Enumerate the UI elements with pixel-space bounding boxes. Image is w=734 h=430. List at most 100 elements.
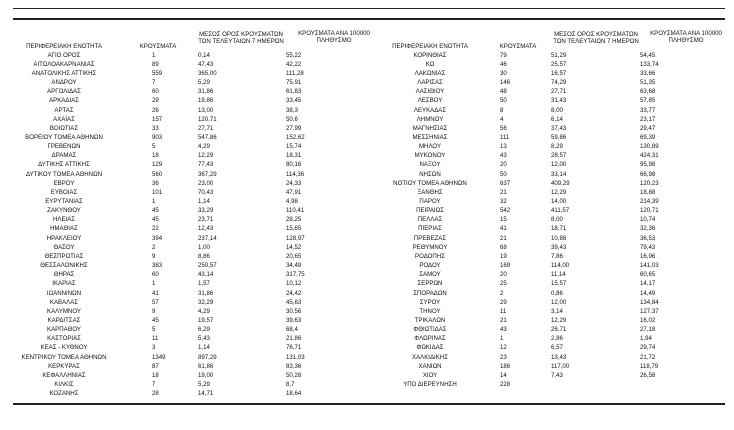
cell-avg7-left: 4,29 bbox=[198, 143, 210, 151]
cell-per100k-right: 27,18 bbox=[640, 326, 656, 334]
cell-avg7-left: 120,71 bbox=[198, 115, 217, 123]
cell-avg7-left: 19,57 bbox=[198, 316, 214, 324]
cell-cases-right: 23 bbox=[500, 353, 507, 361]
cell-cases-left: 57 bbox=[152, 298, 159, 306]
cell-region-right: ΛΑΡΙΣΑΣ bbox=[417, 79, 443, 87]
cell-avg7-left: 5,29 bbox=[198, 79, 210, 87]
cell-avg7-left: 897,29 bbox=[198, 353, 217, 361]
cell-avg7-left: 32,29 bbox=[198, 298, 214, 306]
cell-cases-left: 45 bbox=[152, 216, 159, 224]
top-rule bbox=[13, 8, 725, 9]
cell-cases-left: 2 bbox=[152, 243, 156, 251]
cell-per100k-right: 21,72 bbox=[640, 353, 656, 361]
cell-cases-left: 18 bbox=[152, 371, 159, 379]
cell-per100k-right: 120,23 bbox=[640, 179, 659, 187]
cell-avg7-right: 12,00 bbox=[551, 161, 567, 169]
cell-region-left: ΔΡΑΜΑΣ bbox=[51, 152, 77, 160]
cell-region-left: ΖΑΚΥΝΘΟΥ bbox=[47, 207, 81, 215]
cell-avg7-left: 70,43 bbox=[198, 188, 214, 196]
cell-per100k-right: 26,58 bbox=[640, 371, 656, 379]
cell-region-right: ΜΕΣΣΗΝΙΑΣ bbox=[412, 133, 448, 141]
cell-per100k-left: 131,03 bbox=[286, 353, 305, 361]
cell-per100k-left: 76,71 bbox=[286, 344, 302, 352]
cell-avg7-right: 411,57 bbox=[551, 207, 570, 215]
cell-avg7-left: 19,86 bbox=[198, 97, 214, 105]
cell-cases-right: 542 bbox=[500, 207, 511, 215]
cell-avg7-left: 14,71 bbox=[198, 390, 214, 398]
cell-region-right: ΚΟΡΙΝΘΙΑΣ bbox=[413, 51, 447, 59]
cell-avg7-right: 74,29 bbox=[551, 79, 567, 87]
cell-region-right: ΦΛΩΡΙΝΑΣ bbox=[414, 335, 446, 343]
cell-per100k-left: 30,56 bbox=[286, 307, 302, 315]
cell-per100k-left: 34,49 bbox=[286, 262, 302, 270]
cell-cases-right: 15 bbox=[500, 216, 507, 224]
cell-region-right: ΛΕΣΒΟΥ bbox=[417, 97, 443, 105]
cell-avg7-left: 1,57 bbox=[198, 280, 210, 288]
cell-avg7-right: 16,57 bbox=[551, 69, 567, 77]
cell-cases-left: 41 bbox=[152, 289, 159, 297]
cell-per100k-left: 38,3 bbox=[286, 106, 298, 114]
cell-per100k-right: 23,17 bbox=[640, 115, 656, 123]
cell-region-left: ΔΥΤΙΚΟΥ ΤΟΜΕΑ ΑΘΗΝΩΝ bbox=[25, 170, 103, 178]
cell-region-left: ΑΝΑΤΟΛΙΚΗΣ ΑΤΤΙΚΗΣ bbox=[31, 69, 97, 77]
cell-cases-right: 29 bbox=[500, 298, 507, 306]
cell-cases-left: 903 bbox=[152, 133, 163, 141]
cell-avg7-left: 1,14 bbox=[198, 198, 210, 205]
cell-cases-left: 383 bbox=[152, 262, 163, 270]
cell-per100k-right: 63,68 bbox=[640, 88, 656, 96]
cell-cases-right: 79 bbox=[500, 51, 507, 59]
cell-cases-left: 11 bbox=[152, 335, 159, 343]
cell-per100k-left: 4,98 bbox=[286, 198, 298, 205]
cell-cases-right: 228 bbox=[500, 381, 511, 388]
cell-region-left: ΚΙΛΚΙΣ bbox=[54, 381, 74, 388]
cell-avg7-left: 43,14 bbox=[198, 271, 214, 279]
cell-avg7-left: 0,14 bbox=[198, 51, 210, 59]
cell-avg7-left: 61,86 bbox=[198, 362, 214, 370]
cell-avg7-left: 27,71 bbox=[198, 124, 214, 132]
cell-per100k-right: 66,98 bbox=[640, 170, 656, 178]
cell-region-right: ΤΡΙΚΑΛΩΝ bbox=[414, 316, 446, 324]
cell-per100k-right: 57,85 bbox=[640, 97, 656, 105]
cell-region-left: ΚΑΡΠΑΘΟΥ bbox=[47, 326, 81, 334]
cell-per100k-right: 130,89 bbox=[640, 143, 659, 151]
cell-per100k-left: 20,65 bbox=[286, 252, 302, 260]
cell-per100k-left: 28,25 bbox=[286, 216, 302, 224]
cell-cases-right: 13 bbox=[500, 143, 507, 151]
cell-avg7-right: 15,57 bbox=[551, 280, 567, 288]
cell-region-right: ΜΑΓΝΗΣΙΑΣ bbox=[412, 124, 448, 132]
header-region-left: ΠΕΡΙΦΕΡΕΙΑΚΗ ΕΝΟΤΗΤΑ bbox=[26, 43, 102, 50]
cell-cases-right: 20 bbox=[500, 271, 507, 279]
cell-per100k-left: 27,99 bbox=[286, 124, 302, 132]
cell-avg7-left: 4,29 bbox=[198, 307, 210, 315]
cell-cases-left: 60 bbox=[152, 88, 159, 96]
cell-per100k-right: 1,94 bbox=[640, 335, 652, 343]
cell-cases-right: 41 bbox=[500, 225, 507, 233]
cell-per100k-right: 33,77 bbox=[640, 106, 656, 114]
cell-cases-left: 9 bbox=[152, 307, 156, 315]
cell-region-left: ΚΕΝΤΡΙΚΟΥ ΤΟΜΕΑ ΑΘΗΝΩΝ bbox=[21, 353, 107, 361]
header-avg7-right-line2: ΤΩΝ ΤΕΛΕΥΤΑΙΩΝ 7 ΗΜΕΡΩΝ bbox=[553, 38, 639, 45]
cell-avg7-right: 409,29 bbox=[551, 179, 570, 187]
cell-cases-left: 89 bbox=[152, 60, 159, 68]
cell-per100k-right: 14,49 bbox=[640, 289, 656, 297]
cell-avg7-right: 14,00 bbox=[551, 198, 567, 205]
cell-cases-left: 559 bbox=[152, 69, 163, 77]
cell-avg7-right: 31,43 bbox=[551, 97, 567, 105]
cell-region-left: ΚΑΣΤΟΡΙΑΣ bbox=[47, 335, 81, 343]
cell-per100k-left: 68,4 bbox=[286, 326, 298, 334]
cell-cases-left: 1 bbox=[152, 51, 156, 59]
bottom-rule bbox=[13, 403, 725, 405]
cell-per100k-left: 39,63 bbox=[286, 316, 302, 324]
cell-per100k-left: 47,91 bbox=[286, 188, 302, 196]
cell-avg7-right: 51,29 bbox=[551, 51, 567, 59]
cell-region-right: ΧΑΛΚΙΔΙΚΗΣ bbox=[412, 353, 448, 361]
cell-region-left: ΑΡΤΑΣ bbox=[54, 106, 74, 114]
cell-cases-right: 637 bbox=[500, 179, 511, 187]
cell-cases-right: 1 bbox=[500, 335, 504, 343]
cell-cases-right: 32 bbox=[500, 198, 507, 205]
cell-region-left: ΗΜΑΘΙΑΣ bbox=[50, 225, 78, 233]
cell-cases-right: 111 bbox=[500, 133, 510, 141]
cell-per100k-left: 10,12 bbox=[286, 280, 302, 288]
cell-region-left: ΒΟΙΩΤΙΑΣ bbox=[49, 124, 79, 132]
cell-avg7-left: 31,86 bbox=[198, 289, 214, 297]
